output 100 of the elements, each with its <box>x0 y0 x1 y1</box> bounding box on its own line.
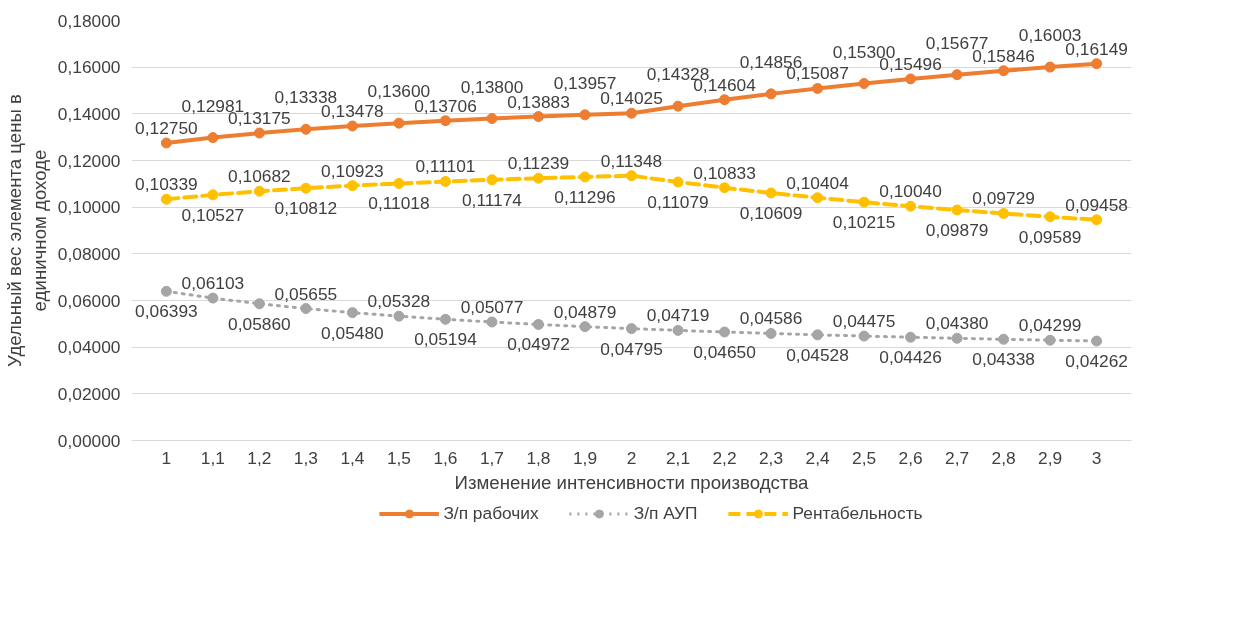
point <box>346 180 358 192</box>
point <box>393 310 405 322</box>
point <box>160 193 172 205</box>
data-label: 0,04879 <box>553 301 617 322</box>
point <box>998 65 1010 77</box>
point <box>393 117 405 129</box>
point <box>532 111 544 123</box>
data-label: 0,04475 <box>832 311 896 332</box>
point <box>346 120 358 132</box>
point <box>579 109 591 121</box>
x-tick-label: 2,1 <box>665 447 691 468</box>
point <box>207 132 219 144</box>
data-label: 0,10682 <box>228 166 291 187</box>
x-tick-label: 1,6 <box>433 447 458 468</box>
data-label: 0,09729 <box>972 188 1035 209</box>
data-label: 0,11079 <box>647 191 709 212</box>
data-label: 0,04299 <box>1018 315 1082 336</box>
x-tick-label: 2,6 <box>898 447 923 468</box>
data-label: 0,11296 <box>554 186 616 207</box>
x-tick-label: 1,7 <box>479 447 505 468</box>
point <box>672 324 684 336</box>
data-label: 0,10339 <box>135 174 198 195</box>
point <box>905 200 917 212</box>
data-label: 0,04586 <box>739 308 803 329</box>
point <box>439 313 451 325</box>
data-label: 0,06103 <box>181 273 245 294</box>
data-label: 0,10609 <box>739 202 803 223</box>
data-label: 0,05328 <box>367 291 431 312</box>
data-label: 0,05194 <box>414 329 478 350</box>
point <box>1091 335 1103 347</box>
y-tick-label: 0,08000 <box>57 243 121 264</box>
point <box>486 113 498 124</box>
data-label: 0,11101 <box>415 156 476 177</box>
point <box>858 196 870 208</box>
point <box>765 328 777 339</box>
point <box>765 187 777 199</box>
x-tick-label: 3 <box>1091 447 1102 468</box>
point <box>905 73 917 85</box>
point <box>439 175 451 187</box>
x-axis-title: Изменение интенсивности производства <box>454 471 810 493</box>
data-label: 0,05480 <box>321 322 384 343</box>
data-label: 0,04719 <box>646 305 710 326</box>
x-tick-label: 1,2 <box>247 447 272 468</box>
data-label: 0,05077 <box>460 297 524 318</box>
point <box>858 78 870 89</box>
x-tick-label: 2,5 <box>852 447 877 468</box>
point <box>579 171 591 183</box>
legend-label: Рентабельность <box>792 502 923 524</box>
data-label: 0,05860 <box>228 313 291 334</box>
point <box>1091 214 1103 226</box>
point <box>253 185 265 197</box>
point <box>719 326 731 338</box>
point <box>300 182 312 194</box>
data-label: 0,09458 <box>1065 194 1128 215</box>
data-label: 0,06393 <box>135 301 198 322</box>
x-tick-label: 1,5 <box>386 447 411 468</box>
y-axis-title: Удельный вес элемента цены в единичном доходе <box>3 93 50 367</box>
data-label: 0,04380 <box>925 313 989 334</box>
data-label: 0,11018 <box>368 193 430 214</box>
data-label: 0,11348 <box>600 150 663 171</box>
y-tick-label: 0,14000 <box>57 103 121 124</box>
point <box>1044 61 1056 73</box>
x-tick-label: 2,3 <box>758 447 784 468</box>
point <box>300 123 312 135</box>
point <box>951 69 963 81</box>
data-label: 0,10215 <box>832 212 896 233</box>
y-tick-label: 0,02000 <box>57 383 121 404</box>
point <box>998 208 1010 219</box>
data-label: 0,04338 <box>972 349 1035 370</box>
point <box>626 323 637 335</box>
data-label: 0,11174 <box>461 189 523 210</box>
point <box>579 321 591 333</box>
point <box>207 292 219 304</box>
point <box>812 192 824 204</box>
x-tick-label: 2,2 <box>712 447 737 468</box>
point <box>626 170 637 182</box>
x-tick-label: 1,9 <box>572 447 598 468</box>
data-label: 0,04426 <box>879 347 942 368</box>
point <box>486 316 498 328</box>
point <box>207 189 219 201</box>
point <box>951 332 963 344</box>
data-label: 0,12750 <box>135 118 198 138</box>
x-tick-label: 1,4 <box>340 447 365 468</box>
point <box>765 88 777 100</box>
point <box>719 182 731 194</box>
point <box>253 298 265 310</box>
point <box>626 107 637 119</box>
point <box>998 333 1010 345</box>
point <box>253 127 265 139</box>
legend-label: З/п АУП <box>633 502 698 524</box>
point <box>1044 211 1056 223</box>
x-tick-label: 1,1 <box>200 447 225 468</box>
point <box>812 329 824 341</box>
point <box>719 94 731 106</box>
x-tick-label: 2,8 <box>991 447 1016 468</box>
data-label: 0,10040 <box>879 181 942 202</box>
point <box>160 137 172 149</box>
point <box>160 285 172 297</box>
point <box>532 172 544 184</box>
data-label: 0,09589 <box>1018 226 1082 247</box>
